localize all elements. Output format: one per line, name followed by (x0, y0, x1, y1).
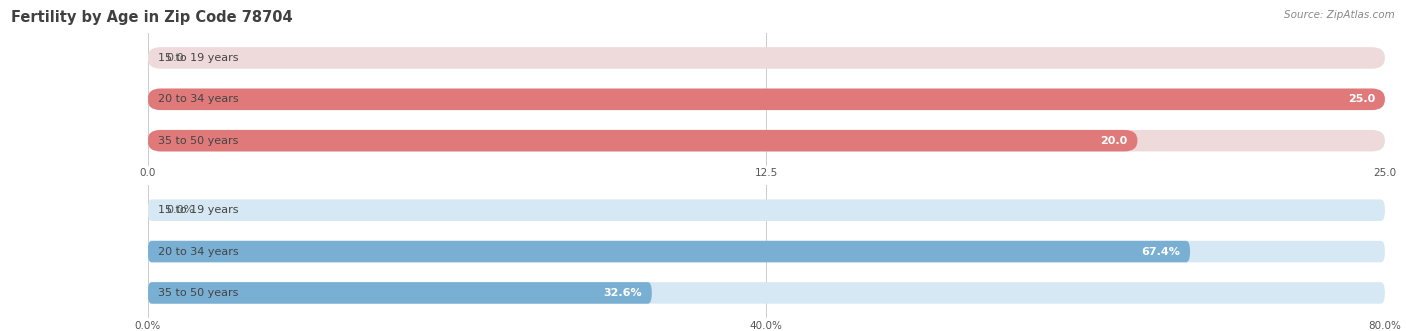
FancyBboxPatch shape (148, 88, 1385, 110)
FancyBboxPatch shape (148, 88, 1385, 110)
FancyBboxPatch shape (148, 282, 1385, 304)
FancyBboxPatch shape (148, 130, 1137, 151)
Text: 20 to 34 years: 20 to 34 years (157, 247, 238, 257)
FancyBboxPatch shape (148, 130, 1385, 151)
FancyBboxPatch shape (148, 199, 1385, 221)
Text: 0.0%: 0.0% (166, 205, 194, 215)
Text: 20.0: 20.0 (1101, 136, 1128, 146)
Text: 15 to 19 years: 15 to 19 years (157, 53, 238, 63)
Text: 32.6%: 32.6% (603, 288, 643, 298)
Text: 20 to 34 years: 20 to 34 years (157, 94, 238, 104)
Text: 0.0: 0.0 (166, 53, 184, 63)
FancyBboxPatch shape (148, 241, 1385, 262)
Text: 67.4%: 67.4% (1142, 247, 1180, 257)
Text: Fertility by Age in Zip Code 78704: Fertility by Age in Zip Code 78704 (11, 10, 292, 25)
FancyBboxPatch shape (148, 241, 1189, 262)
Text: 15 to 19 years: 15 to 19 years (157, 205, 238, 215)
Text: Source: ZipAtlas.com: Source: ZipAtlas.com (1284, 10, 1395, 20)
Text: 35 to 50 years: 35 to 50 years (157, 288, 238, 298)
Text: 35 to 50 years: 35 to 50 years (157, 136, 238, 146)
FancyBboxPatch shape (148, 47, 1385, 69)
Text: 25.0: 25.0 (1348, 94, 1375, 104)
FancyBboxPatch shape (148, 282, 652, 304)
